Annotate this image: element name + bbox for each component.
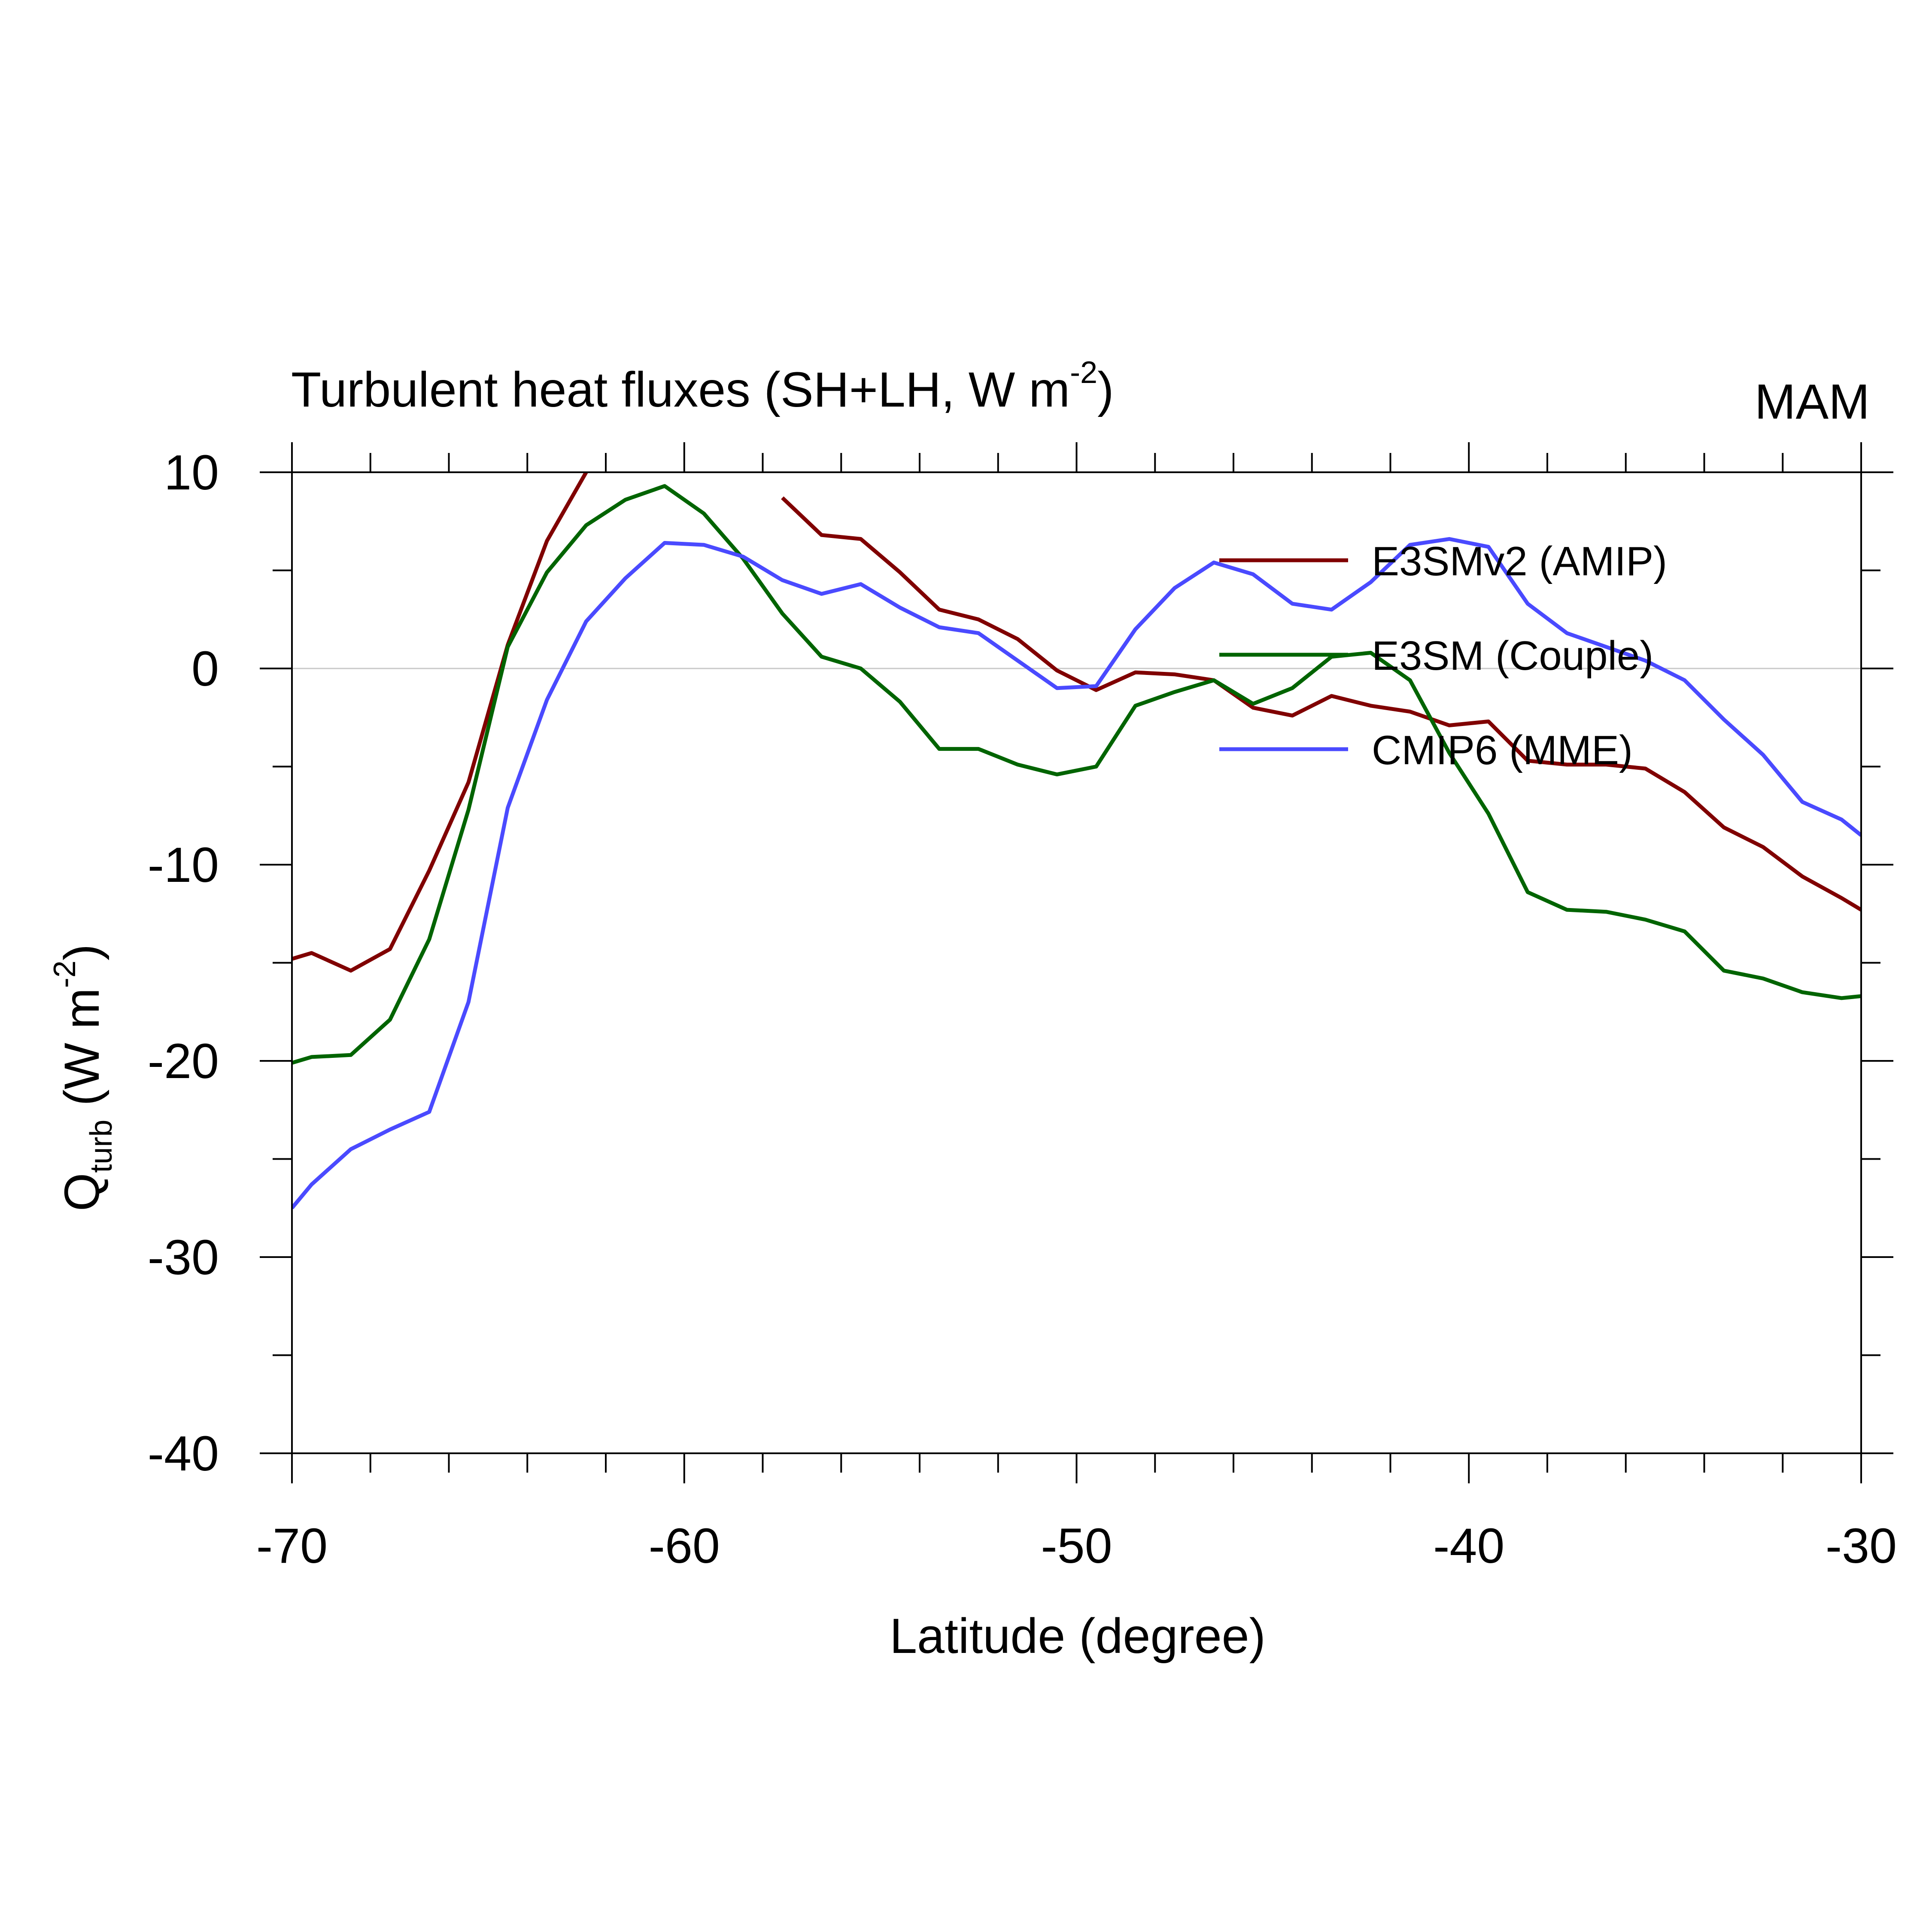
x-tick-label: -40: [1433, 1519, 1504, 1574]
y-axis-title-subscript: turb: [84, 1120, 118, 1173]
y-tick-label: -40: [148, 1426, 219, 1481]
chart-title-main: Turbulent heat fluxes (SH+LH, W m: [291, 362, 1070, 417]
chart-title-superscript: -2: [1070, 355, 1097, 390]
y-axis-title-superscript: -2: [48, 960, 82, 988]
plot-frame: [291, 471, 1862, 1454]
y-tick-label: -10: [148, 838, 219, 893]
x-tick-label: -30: [1826, 1519, 1897, 1574]
x-tick-label: -70: [256, 1519, 328, 1574]
chart-title-suffix: ): [1097, 362, 1114, 417]
x-tick-label: -50: [1041, 1519, 1112, 1574]
plot-area: -70 -60 -50 -40 -30 10 0 -10 -20 -30 -40 E3SMv2 (AM…: [148, 442, 1897, 1574]
chart-title: Turbulent heat fluxes (SH+LH, W m-2): [291, 355, 1114, 417]
y-axis-title: Qturb (W m-2): [48, 944, 118, 1211]
y-axis-title-suffix: ): [55, 944, 109, 960]
legend-label-2: E3SM (Couple): [1372, 633, 1653, 679]
y-axis-title-main: Q: [55, 1173, 109, 1211]
y-tick-label: 10: [164, 445, 219, 500]
series-line-3: [292, 537, 1861, 1209]
x-tick-label: -60: [649, 1519, 720, 1574]
legend-label-3: CMIP6 (MME): [1372, 727, 1633, 773]
series-line-2: [292, 484, 1861, 1065]
x-axis-title: Latitude (degree): [890, 1609, 1266, 1664]
series-line-1: [292, 472, 1861, 973]
y-tick-label: 0: [191, 641, 219, 696]
y-tick-label: -20: [148, 1034, 219, 1089]
y-axis-title-units: (W m: [55, 988, 109, 1120]
y-tick-label: -30: [148, 1230, 219, 1285]
legend-label-1: E3SMv2 (AMIP): [1372, 538, 1667, 584]
season-label: MAM: [1755, 374, 1870, 429]
